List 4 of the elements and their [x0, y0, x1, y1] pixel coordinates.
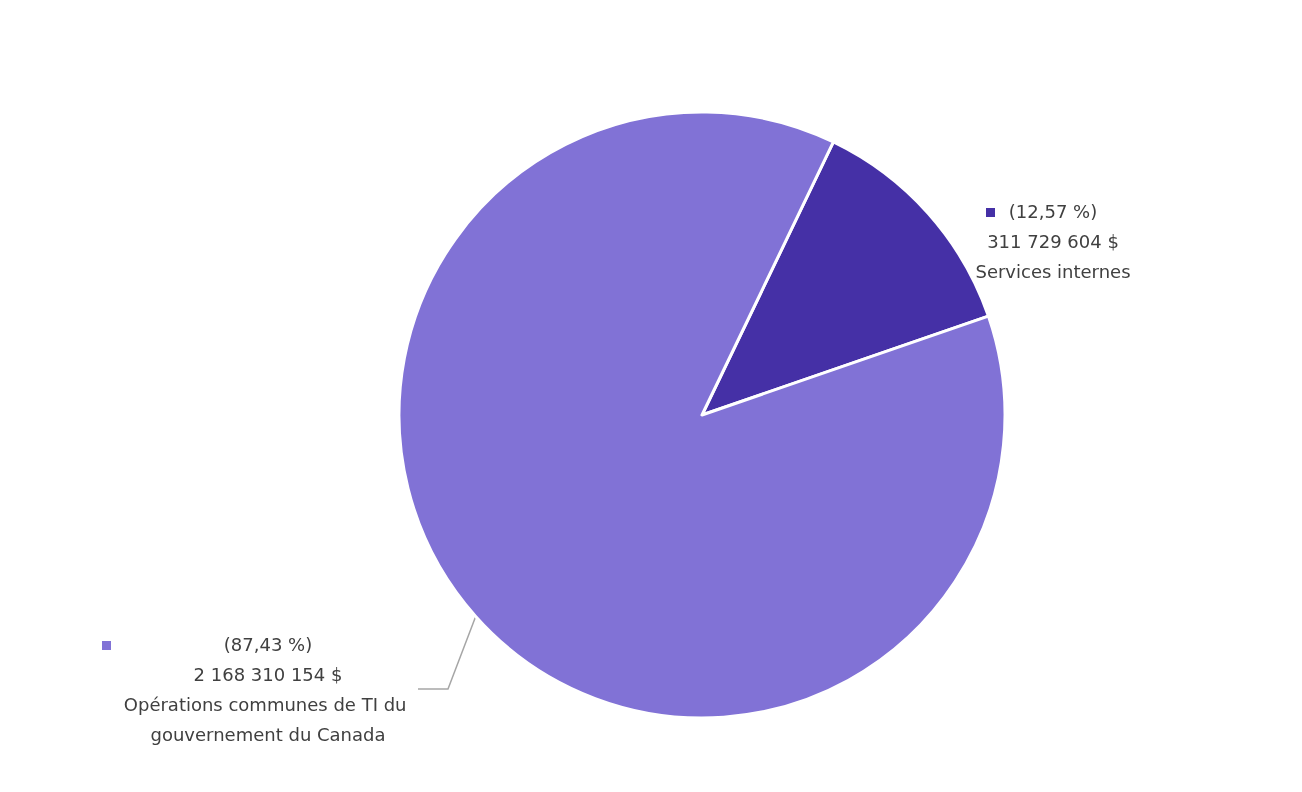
data-label: (87,43 %) 2 168 310 154 $ — [193, 633, 343, 685]
slice-label: Services internes — [975, 260, 1131, 282]
data-label: (12,57 %) 311 729 604 $ — [987, 200, 1119, 252]
slice-label: Opérations communes de TI du gouvernement du Canada — [123, 693, 413, 745]
